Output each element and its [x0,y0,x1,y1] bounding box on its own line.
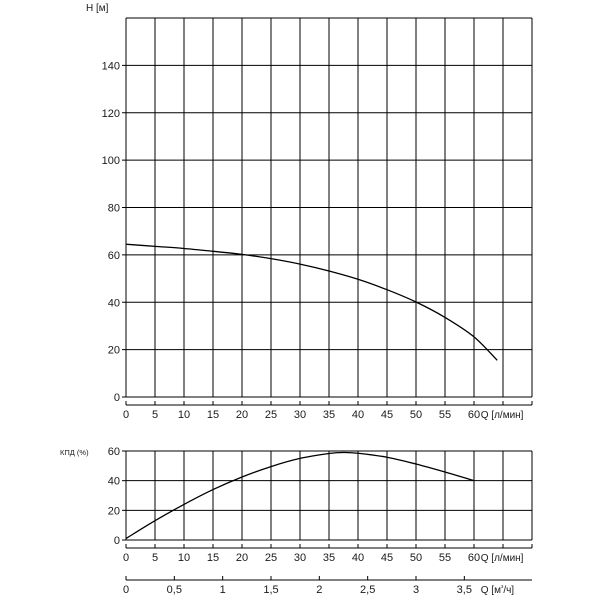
x-tick-label: 45 [381,552,393,564]
y-axis-label: КПД (%) [60,448,89,457]
x-tick-label: 50 [410,409,422,421]
secondary-x-axis-label: Q [м³/ч] [481,585,515,597]
x-tick-label: 15 [207,552,219,564]
x-tick-label: 15 [207,409,219,421]
x-tick-label: 5 [152,552,158,564]
x-tick-label: 25 [265,552,277,564]
x-tick-label: 0 [123,409,129,421]
x-tick-label: 35 [323,409,335,421]
y-tick-label: 100 [102,155,120,167]
secondary-x-tick-label: 0 [123,584,129,596]
secondary-x-tick-label: 1,5 [263,584,278,596]
x-tick-label: 35 [323,552,335,564]
y-tick-label: 0 [114,535,120,547]
x-tick-label: 55 [439,409,451,421]
x-tick-label: 60 [468,552,480,564]
x-tick-label: 45 [381,409,393,421]
x-tick-label: 60 [468,409,480,421]
y-tick-label: 0 [114,392,120,404]
x-tick-label: 0 [123,552,129,564]
x-tick-label: 55 [439,552,451,564]
y-tick-label: 120 [102,108,120,120]
y-tick-label: 60 [108,250,120,262]
x-tick-label: 30 [294,409,306,421]
series-line [125,243,498,361]
head-chart: 0 20 40 60 80 100 120 140 H [м] 0 5 10 15 20 25 30 35 40 4… [86,3,533,421]
y-axis-label: H [м] [86,3,109,14]
secondary-x-tick-label: 3,5 [457,584,472,596]
x-axis-label: Q [л/мин] [481,553,524,564]
x-tick-label: 10 [178,409,190,421]
secondary-x-tick-label: 3 [413,584,419,596]
y-tick-label: 80 [108,203,120,215]
y-tick-label: 20 [108,505,120,517]
x-tick-label: 5 [152,409,158,421]
secondary-x-tick-label: 2 [316,584,322,596]
y-tick-label: 140 [102,60,120,72]
y-tick-label: 20 [108,345,120,357]
x-tick-label: 50 [410,552,422,564]
x-tick-label: 40 [352,552,364,564]
x-tick-label: 30 [294,552,306,564]
x-tick-label: 40 [352,409,364,421]
x-tick-label: 25 [265,409,277,421]
secondary-x-tick-label: 2,5 [360,584,375,596]
x-tick-label: 20 [236,552,248,564]
y-tick-label: 40 [108,297,120,309]
secondary-x-tick-label: 0,5 [167,584,182,596]
x-tick-label: 20 [236,409,248,421]
y-tick-label: 40 [108,476,120,488]
x-axis-label: Q [л/мин] [481,410,524,421]
secondary-x-tick-label: 1 [220,584,226,596]
x-tick-label: 10 [178,552,190,564]
series-line [125,451,475,540]
y-tick-label: 60 [108,446,120,458]
